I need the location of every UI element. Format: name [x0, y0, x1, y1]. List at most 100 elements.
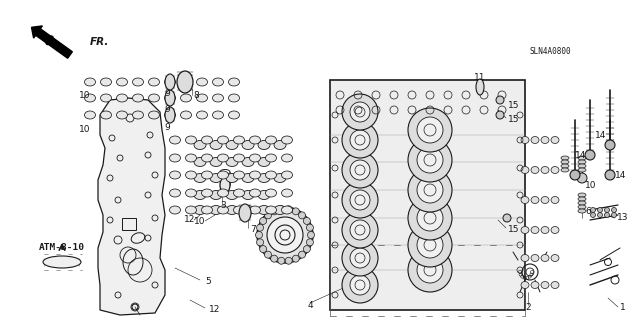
Ellipse shape — [226, 190, 238, 199]
Ellipse shape — [194, 205, 206, 214]
Ellipse shape — [194, 174, 206, 182]
Text: 12: 12 — [184, 216, 195, 225]
Ellipse shape — [541, 255, 549, 262]
Ellipse shape — [202, 189, 212, 197]
Circle shape — [260, 246, 267, 253]
Ellipse shape — [578, 205, 586, 209]
Ellipse shape — [228, 111, 239, 119]
Ellipse shape — [194, 140, 206, 150]
Text: 14: 14 — [575, 151, 586, 160]
Ellipse shape — [218, 189, 228, 197]
Ellipse shape — [196, 111, 207, 119]
Circle shape — [307, 239, 314, 246]
Circle shape — [271, 255, 278, 262]
Circle shape — [350, 248, 370, 268]
Ellipse shape — [258, 174, 270, 182]
Ellipse shape — [578, 156, 586, 160]
Circle shape — [285, 206, 292, 213]
Ellipse shape — [228, 94, 239, 102]
Text: 7: 7 — [250, 226, 256, 234]
Text: 13: 13 — [617, 213, 628, 222]
Circle shape — [257, 224, 264, 231]
Ellipse shape — [531, 255, 539, 262]
Ellipse shape — [541, 197, 549, 204]
Circle shape — [417, 147, 443, 173]
Circle shape — [342, 122, 378, 158]
Ellipse shape — [226, 174, 238, 182]
Circle shape — [350, 160, 370, 180]
Ellipse shape — [212, 78, 223, 86]
Circle shape — [591, 207, 595, 212]
Ellipse shape — [170, 136, 180, 144]
Ellipse shape — [551, 167, 559, 174]
Ellipse shape — [218, 206, 228, 214]
Ellipse shape — [170, 171, 180, 179]
Circle shape — [271, 208, 278, 215]
Circle shape — [417, 117, 443, 143]
Circle shape — [417, 257, 443, 283]
Ellipse shape — [476, 79, 484, 95]
Ellipse shape — [521, 226, 529, 234]
Ellipse shape — [250, 171, 260, 179]
Ellipse shape — [218, 171, 228, 179]
Ellipse shape — [282, 154, 292, 162]
Text: 15: 15 — [508, 100, 520, 109]
Text: FR.: FR. — [90, 37, 109, 47]
Ellipse shape — [100, 94, 111, 102]
Ellipse shape — [194, 158, 206, 167]
Ellipse shape — [541, 226, 549, 234]
Circle shape — [417, 232, 443, 258]
Ellipse shape — [218, 154, 228, 162]
Ellipse shape — [282, 171, 292, 179]
Ellipse shape — [242, 174, 254, 182]
Ellipse shape — [210, 190, 222, 199]
Circle shape — [298, 251, 305, 258]
Ellipse shape — [274, 174, 286, 182]
Ellipse shape — [521, 281, 529, 288]
Text: 10: 10 — [193, 218, 205, 226]
Ellipse shape — [521, 167, 529, 174]
Text: 5: 5 — [205, 278, 211, 286]
Circle shape — [408, 223, 452, 267]
Circle shape — [605, 207, 609, 212]
Ellipse shape — [186, 154, 196, 162]
Circle shape — [605, 212, 609, 218]
Circle shape — [255, 232, 262, 239]
Ellipse shape — [210, 140, 222, 150]
Circle shape — [570, 170, 580, 180]
Ellipse shape — [578, 209, 586, 213]
Ellipse shape — [210, 174, 222, 182]
Ellipse shape — [250, 189, 260, 197]
Text: 9: 9 — [164, 123, 170, 132]
Ellipse shape — [202, 171, 212, 179]
Ellipse shape — [194, 190, 206, 199]
Circle shape — [350, 220, 370, 240]
Ellipse shape — [282, 136, 292, 144]
Ellipse shape — [164, 78, 175, 86]
Ellipse shape — [164, 111, 175, 119]
Text: 12: 12 — [209, 306, 221, 315]
Ellipse shape — [226, 140, 238, 150]
Text: 14: 14 — [615, 170, 627, 180]
Ellipse shape — [210, 205, 222, 214]
Ellipse shape — [242, 158, 254, 167]
Circle shape — [307, 224, 314, 231]
Ellipse shape — [132, 94, 143, 102]
Bar — [122, 218, 136, 230]
Ellipse shape — [196, 94, 207, 102]
Ellipse shape — [148, 94, 159, 102]
Ellipse shape — [148, 78, 159, 86]
Ellipse shape — [551, 137, 559, 144]
Ellipse shape — [561, 164, 569, 168]
Text: 9: 9 — [164, 106, 170, 115]
Circle shape — [605, 170, 615, 180]
Ellipse shape — [239, 204, 251, 222]
Circle shape — [307, 232, 314, 239]
Circle shape — [350, 275, 370, 295]
Ellipse shape — [100, 78, 111, 86]
Ellipse shape — [132, 111, 143, 119]
Circle shape — [257, 207, 313, 263]
Ellipse shape — [202, 136, 212, 144]
Ellipse shape — [180, 111, 191, 119]
Ellipse shape — [170, 206, 180, 214]
